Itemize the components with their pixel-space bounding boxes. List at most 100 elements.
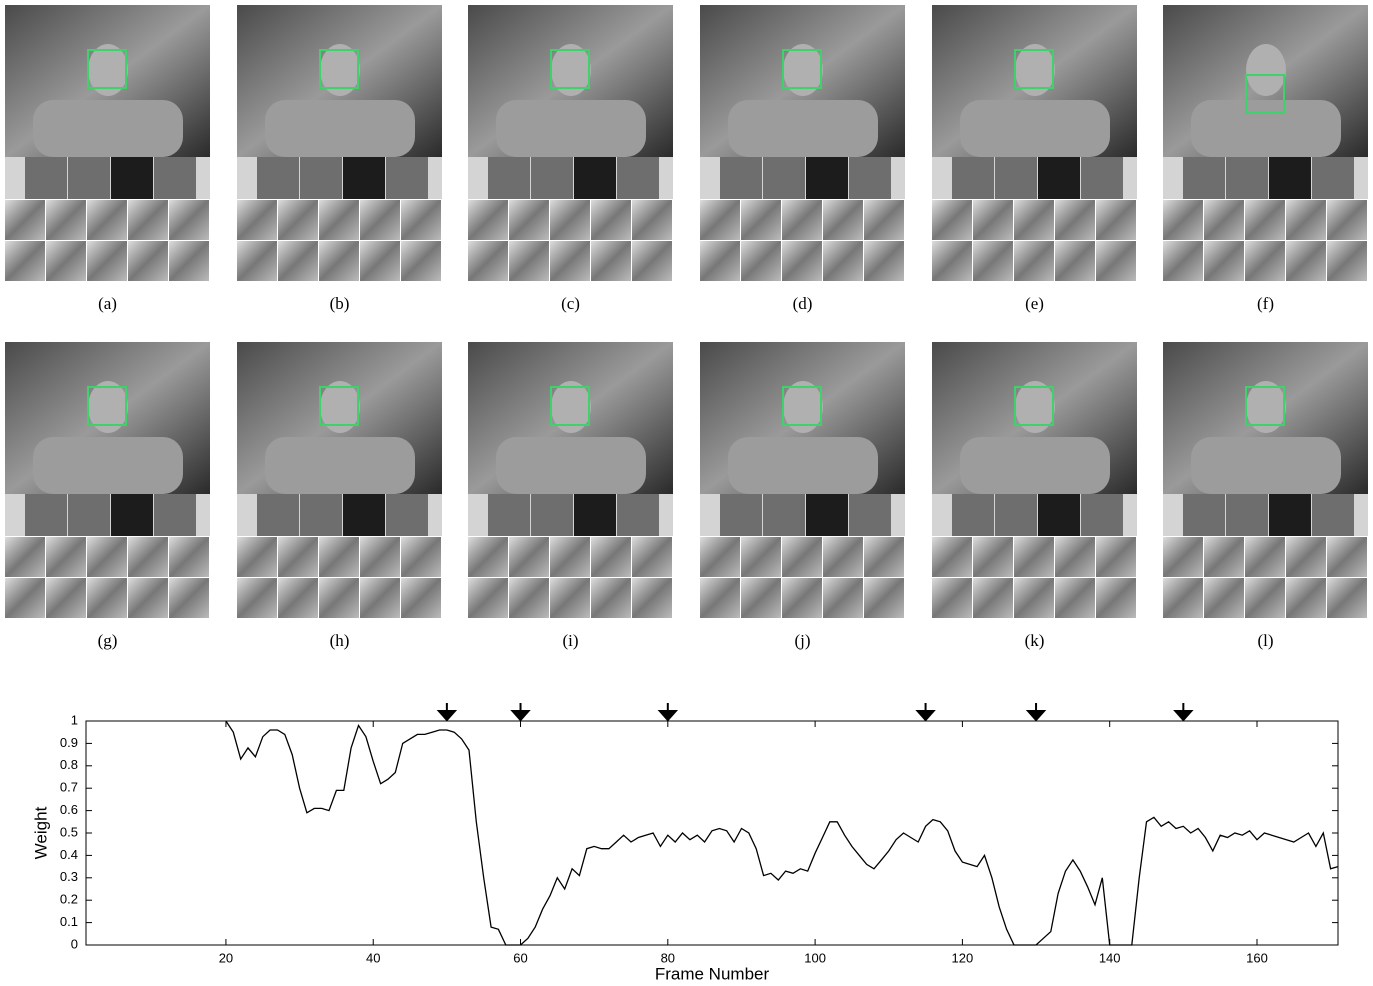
y-tick-label: 0.1	[60, 914, 78, 929]
panel-label: (k)	[1025, 631, 1045, 650]
basis-image	[360, 578, 400, 618]
face-crop	[1038, 157, 1080, 199]
face-crop	[763, 494, 805, 536]
basis-image	[128, 241, 168, 281]
basis-image	[823, 200, 863, 240]
panel-label: (h)	[330, 631, 350, 650]
panel-label: (j)	[794, 631, 810, 650]
basis-image	[278, 200, 318, 240]
face-crop	[300, 494, 342, 536]
face-crop	[386, 157, 428, 199]
face-crop	[154, 157, 196, 199]
basis-image	[782, 537, 822, 577]
face	[783, 381, 823, 433]
face-crop	[1226, 494, 1268, 536]
basis-image	[87, 200, 127, 240]
face-crop	[574, 494, 616, 536]
basis-image	[237, 241, 277, 281]
frame-arrow	[1173, 703, 1194, 722]
panel-label: (e)	[1025, 294, 1044, 313]
tracking-box	[1014, 386, 1054, 426]
frame-arrow	[510, 703, 531, 722]
basis-image	[741, 241, 781, 281]
x-tick-label: 40	[366, 950, 380, 965]
basis-image	[973, 241, 1013, 281]
y-tick-label: 0.2	[60, 892, 78, 907]
basis-image	[1163, 241, 1203, 281]
face-crop	[1269, 494, 1311, 536]
x-tick-label: 60	[513, 950, 527, 965]
face-crop	[720, 494, 762, 536]
basis-image	[278, 537, 318, 577]
face-crop	[257, 494, 299, 536]
basis-image	[1204, 241, 1244, 281]
basis-image	[550, 537, 590, 577]
face-crop	[617, 157, 659, 199]
basis-image	[319, 537, 359, 577]
y-axis-label: Weight	[31, 806, 50, 859]
x-tick-label: 140	[1099, 950, 1121, 965]
basis-image	[46, 200, 86, 240]
face-crop	[1038, 494, 1080, 536]
tracking-box	[87, 49, 127, 89]
basis-image	[169, 241, 209, 281]
basis-image	[550, 200, 590, 240]
basis-image	[823, 578, 863, 618]
basis-image	[1096, 578, 1136, 618]
basis-image	[864, 241, 904, 281]
face	[320, 44, 360, 96]
torso	[960, 100, 1110, 157]
basis-image	[278, 241, 318, 281]
basis-image	[1245, 241, 1285, 281]
basis-image	[550, 241, 590, 281]
y-tick-label: 0.8	[60, 757, 78, 772]
face-crop	[1183, 494, 1225, 536]
face-crop	[488, 157, 530, 199]
basis-image	[782, 241, 822, 281]
basis-image	[632, 241, 672, 281]
basis-image	[1245, 200, 1285, 240]
face	[88, 44, 128, 96]
basis-image	[1014, 537, 1054, 577]
basis-image	[782, 200, 822, 240]
basis-image	[1327, 537, 1367, 577]
basis-image	[700, 241, 740, 281]
basis-image	[1014, 578, 1054, 618]
basis-image	[128, 200, 168, 240]
basis-image	[1096, 241, 1136, 281]
basis-image	[932, 241, 972, 281]
torso	[496, 100, 646, 157]
basis-image	[1204, 578, 1244, 618]
basis-image	[319, 578, 359, 618]
tracking-box	[1245, 386, 1285, 426]
face-crop	[1312, 157, 1354, 199]
basis-image	[401, 537, 441, 577]
basis-image	[5, 578, 45, 618]
face	[551, 381, 591, 433]
face-crop	[952, 157, 994, 199]
basis-image	[1204, 200, 1244, 240]
torso	[1191, 437, 1341, 494]
basis-image	[1096, 537, 1136, 577]
basis-image	[932, 537, 972, 577]
face-crop	[68, 494, 110, 536]
basis-image	[468, 200, 508, 240]
basis-image	[509, 537, 549, 577]
basis-image	[823, 241, 863, 281]
basis-image	[237, 537, 277, 577]
face-crop	[25, 494, 67, 536]
torso	[496, 437, 646, 494]
basis-image	[1204, 537, 1244, 577]
plot-frame	[85, 720, 1339, 946]
face	[783, 44, 823, 96]
face	[1015, 44, 1055, 96]
panel-label: (l)	[1257, 631, 1273, 650]
face-crop	[806, 494, 848, 536]
x-tick-label: 80	[661, 950, 675, 965]
face-crop	[531, 494, 573, 536]
basis-image	[864, 537, 904, 577]
basis-image	[1245, 578, 1285, 618]
basis-image	[1055, 200, 1095, 240]
face-crop	[1226, 157, 1268, 199]
x-axis-label: Frame Number	[655, 964, 770, 983]
